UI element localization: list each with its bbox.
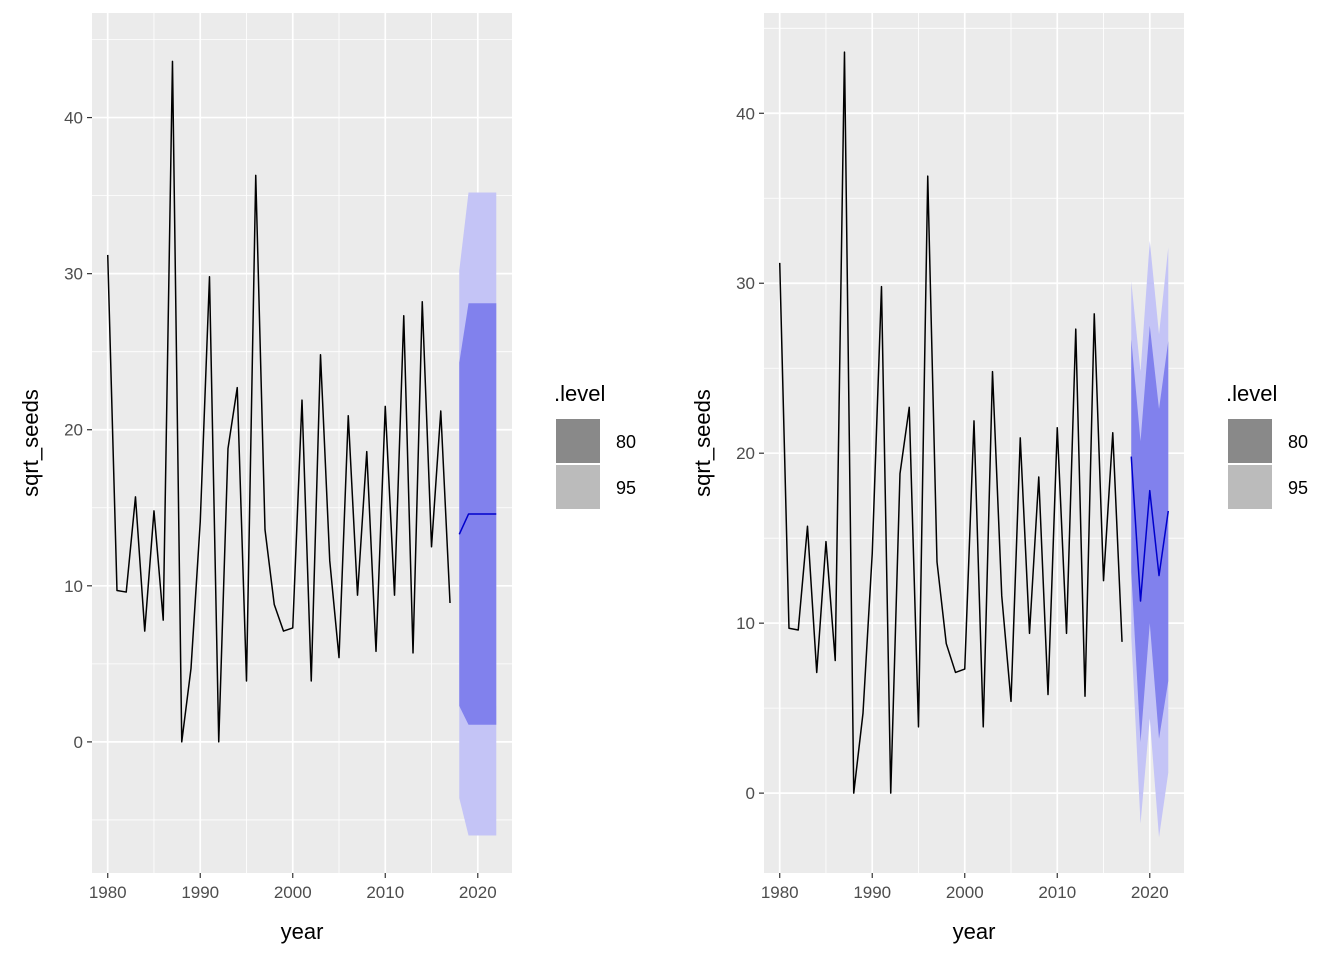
x-axis-title: year xyxy=(953,919,996,944)
y-tick-label: 10 xyxy=(64,577,83,596)
history-line xyxy=(778,51,1123,794)
y-tick-label: 10 xyxy=(736,614,755,633)
x-tick-label: 2020 xyxy=(1131,883,1169,902)
legend-title: .level xyxy=(554,381,605,406)
y-tick-label: 0 xyxy=(746,784,755,803)
legend-label-80: 80 xyxy=(1288,432,1308,452)
y-tick-label: 40 xyxy=(64,109,83,128)
legend-title: .level xyxy=(1226,381,1277,406)
right-forecast-chart: 1980 1990 2000 2010 2020 0 10 20 30 40 year sqrt_se… xyxy=(690,13,1308,944)
y-axis-title: sqrt_seeds xyxy=(18,389,43,497)
x-tick-label: 2000 xyxy=(946,883,984,902)
history-line xyxy=(106,60,451,743)
forecast-mean-line xyxy=(458,513,497,535)
legend-label-95: 95 xyxy=(1288,478,1308,498)
legend-key-95 xyxy=(556,465,600,509)
y-tick-label: 30 xyxy=(736,274,755,293)
forecast-band-80 xyxy=(1131,325,1169,743)
y-tick-label: 0 xyxy=(74,733,83,752)
x-tick-label: 1990 xyxy=(181,883,219,902)
x-tick-label: 2000 xyxy=(274,883,312,902)
y-axis-title: sqrt_seeds xyxy=(690,389,715,497)
legend-label-80: 80 xyxy=(616,432,636,452)
y-tick-label: 40 xyxy=(736,104,755,123)
forecast-mean-line xyxy=(1130,456,1170,602)
y-tick-label: 20 xyxy=(736,444,755,463)
legend-label-95: 95 xyxy=(616,478,636,498)
legend-key-80 xyxy=(556,419,600,463)
x-tick-label: 1980 xyxy=(89,883,127,902)
x-axis-title: year xyxy=(281,919,324,944)
left-forecast-chart: 1980 1990 2000 2010 2020 0 10 20 30 40 year sqrt_se… xyxy=(18,13,636,944)
x-tick-label: 1980 xyxy=(761,883,799,902)
plot-panel xyxy=(92,13,512,873)
legend-key-95 xyxy=(1228,465,1272,509)
x-tick-label: 2010 xyxy=(1038,883,1076,902)
y-tick-label: 20 xyxy=(64,421,83,440)
x-tick-label: 1990 xyxy=(853,883,891,902)
x-tick-label: 2020 xyxy=(459,883,497,902)
legend-key-80 xyxy=(1228,419,1272,463)
x-tick-label: 2010 xyxy=(366,883,404,902)
y-tick-label: 30 xyxy=(64,265,83,284)
